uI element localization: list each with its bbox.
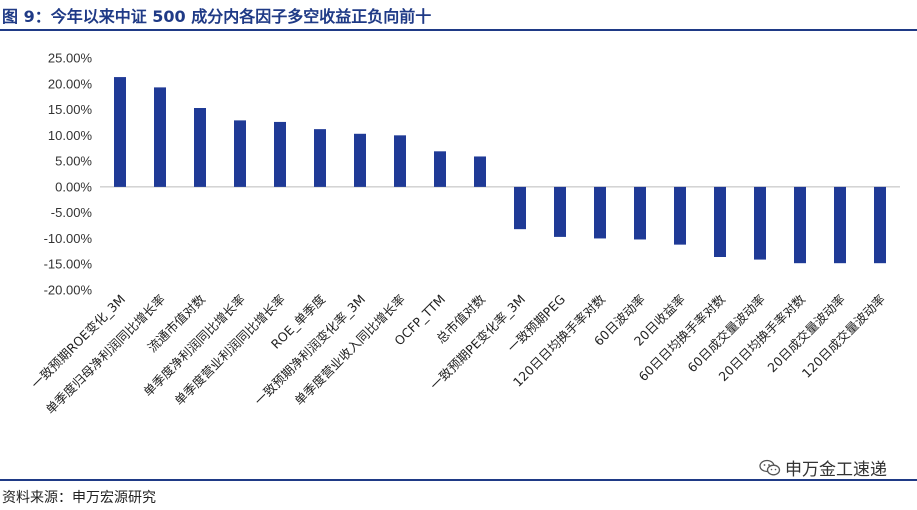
- bar: [874, 186, 886, 264]
- y-tick-label: 20.00%: [48, 76, 93, 91]
- y-tick-label: 25.00%: [48, 51, 93, 66]
- bar: [594, 186, 606, 239]
- source-note: 资料来源：申万宏源研究: [2, 490, 156, 506]
- wechat-icon: [759, 459, 781, 475]
- bar: [194, 108, 206, 187]
- bar: [114, 77, 126, 187]
- bar: [554, 186, 566, 237]
- bar: [354, 133, 366, 187]
- watermark-label: 申万金工速递: [785, 460, 887, 480]
- y-tick-label: 5.00%: [55, 154, 92, 169]
- title-divider: [0, 29, 917, 31]
- bar: [154, 87, 166, 187]
- bar: [634, 186, 646, 240]
- bar: [474, 156, 486, 187]
- watermark: 申万金工速递: [759, 455, 887, 480]
- bar: [394, 135, 406, 187]
- bar: [714, 186, 726, 258]
- y-tick-label: -10.00%: [44, 231, 93, 246]
- y-tick-label: -15.00%: [44, 257, 93, 272]
- bar: [514, 186, 526, 230]
- chart-title: 图 9：今年以来中证 500 成分内各因子多空收益正负向前十: [2, 7, 432, 26]
- bar: [754, 186, 766, 260]
- bar: [834, 186, 846, 264]
- bar: [434, 151, 446, 187]
- bar: [274, 121, 286, 187]
- source-divider: [0, 479, 917, 481]
- bar: [234, 120, 246, 187]
- bar: [674, 186, 686, 245]
- y-tick-label: 15.00%: [48, 102, 93, 117]
- y-tick-label: -20.00%: [44, 283, 93, 298]
- y-tick-label: -5.00%: [51, 205, 93, 220]
- y-tick-label: 10.00%: [48, 128, 93, 143]
- bar: [314, 129, 326, 187]
- y-tick-label: 0.00%: [55, 179, 92, 194]
- bar: [794, 186, 806, 264]
- bar-chart: 25.00% 20.00% 15.00% 10.00% 5.00% 0.00% -5.00%…: [28, 51, 900, 417]
